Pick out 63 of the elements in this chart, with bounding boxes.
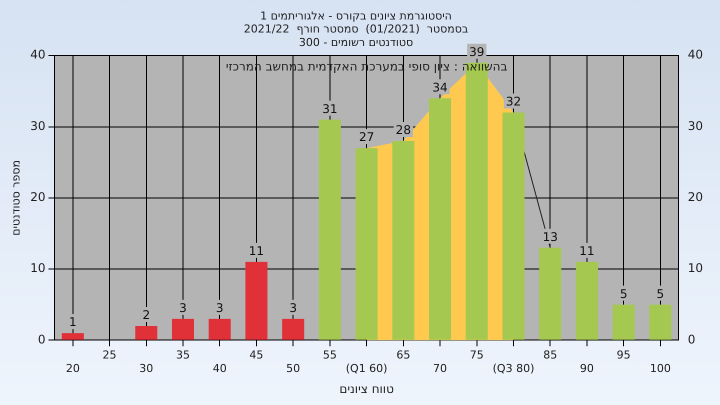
bar bbox=[392, 140, 414, 340]
bar bbox=[208, 318, 231, 340]
bar bbox=[539, 248, 562, 340]
text: בסמסטר (01/2021) סמסטר חורף 2021/22 bbox=[244, 22, 468, 36]
data-label: 3 bbox=[289, 300, 297, 315]
data-label: 34 bbox=[432, 80, 448, 94]
data-label: 5 bbox=[620, 286, 628, 301]
x-tick-label: 100 bbox=[650, 362, 671, 375]
x-tick-label: 90 bbox=[580, 362, 594, 375]
data-label: 3 bbox=[216, 300, 224, 315]
bar bbox=[612, 304, 635, 340]
text: היסטוגרמת ציונים בקורס - אלגוריתמים 1 bbox=[260, 9, 452, 22]
x-tick-label: 25 bbox=[102, 348, 117, 362]
y2-tick-label: 10 bbox=[688, 261, 704, 276]
y2-tick-label: 40 bbox=[688, 48, 704, 62]
data-label: 11 bbox=[579, 244, 595, 258]
data-label: 31 bbox=[322, 102, 338, 116]
x-tick-label: (Q3 80) bbox=[492, 362, 534, 375]
data-label: 39 bbox=[469, 44, 484, 59]
data-label: 5 bbox=[656, 286, 664, 301]
x-axis-title: טווח ציונים bbox=[339, 382, 394, 396]
x-tick-label: 70 bbox=[433, 362, 448, 375]
x-tick-label: 35 bbox=[176, 348, 190, 362]
bar bbox=[62, 333, 84, 340]
y-tick-label: 10 bbox=[30, 261, 46, 276]
bar bbox=[245, 262, 268, 340]
y-axis-title: מספר סטודנטים bbox=[9, 160, 22, 236]
y2-tick-label: 20 bbox=[688, 190, 704, 204]
bar bbox=[429, 98, 452, 340]
data-label: 27 bbox=[358, 130, 374, 144]
bar bbox=[576, 262, 598, 340]
x-tick-label: 45 bbox=[249, 348, 264, 362]
x-tick-label: 65 bbox=[396, 348, 410, 362]
bar bbox=[649, 304, 672, 340]
x-tick-label: 55 bbox=[322, 348, 337, 362]
data-label: 1 bbox=[69, 315, 77, 330]
y-tick-label: 0 bbox=[38, 332, 46, 346]
x-tick-label: 30 bbox=[139, 362, 154, 375]
y2-tick-label: 0 bbox=[688, 332, 696, 346]
x-tick-label: 95 bbox=[616, 348, 631, 362]
data-label: 32 bbox=[506, 94, 522, 109]
bar bbox=[318, 120, 341, 340]
y-tick-label: 30 bbox=[30, 118, 46, 133]
bar bbox=[502, 112, 524, 340]
x-tick-label: 85 bbox=[543, 348, 558, 362]
x-tick-label: 20 bbox=[66, 362, 80, 375]
text: סטודנטים רשומים - 300 bbox=[298, 36, 414, 49]
y-tick-label: 20 bbox=[30, 190, 46, 204]
y-tick-label: 40 bbox=[30, 48, 46, 62]
x-tick-label: 40 bbox=[212, 362, 227, 375]
data-label: 2 bbox=[142, 308, 150, 322]
data-label: 3 bbox=[179, 300, 187, 315]
bar bbox=[172, 318, 194, 340]
data-label: 13 bbox=[542, 230, 558, 244]
y2-tick-label: 30 bbox=[688, 118, 704, 133]
bar bbox=[356, 148, 378, 340]
x-tick-label: 50 bbox=[286, 362, 300, 375]
x-tick-label: (Q1 60) bbox=[346, 362, 388, 375]
data-label: 28 bbox=[396, 123, 411, 138]
x-tick-label: 75 bbox=[470, 348, 484, 362]
bar bbox=[135, 326, 158, 340]
data-label: 11 bbox=[248, 244, 264, 258]
bar bbox=[282, 318, 304, 340]
